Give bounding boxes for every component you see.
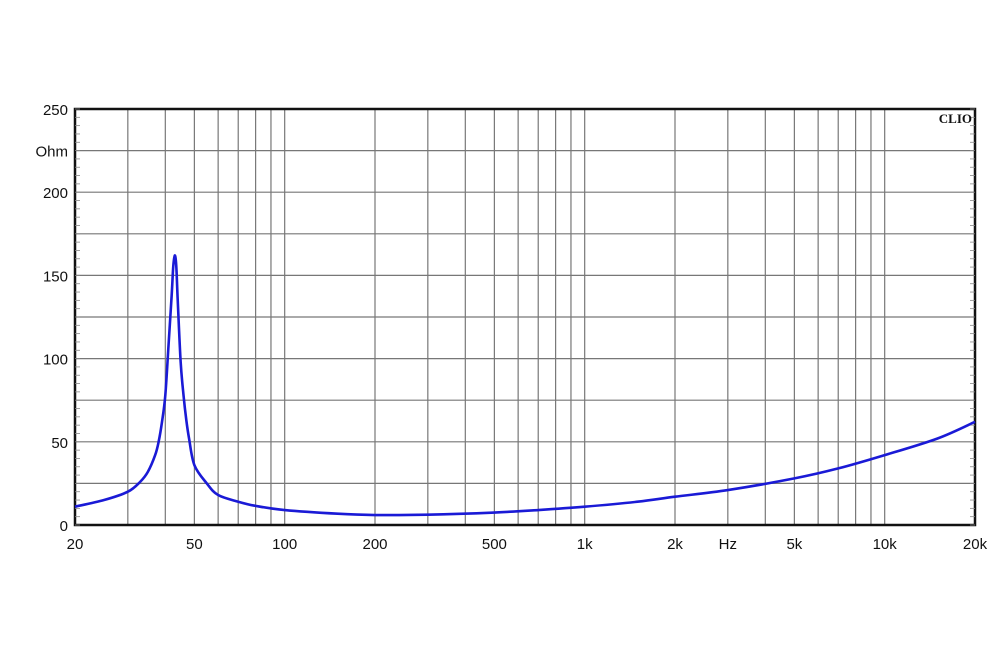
x-tick-label: 200 — [362, 536, 387, 553]
x-tick-labels: 20 50 100 200 500 1k 2k 5k 10k 20k — [67, 536, 988, 553]
x-tick-label: 1k — [577, 536, 593, 553]
clio-logo: CLIO — [939, 111, 972, 126]
x-tick-label: 20k — [963, 536, 988, 553]
minor-ticks — [75, 108, 975, 526]
x-axis-unit: Hz — [719, 536, 737, 553]
x-tick-label: 50 — [186, 536, 203, 553]
y-tick-labels: 0 50 100 150 200 250 — [43, 102, 68, 535]
x-tick-label: 10k — [873, 536, 898, 553]
y-tick-label: 100 — [43, 352, 68, 369]
x-tick-label: 2k — [667, 536, 683, 553]
grid — [75, 109, 975, 525]
y-tick-label: 150 — [43, 268, 68, 285]
y-tick-label: 200 — [43, 185, 68, 202]
x-tick-label: 20 — [67, 536, 84, 553]
x-tick-label: 500 — [482, 536, 507, 553]
x-tick-label: 5k — [786, 536, 802, 553]
impedance-curve — [74, 254, 976, 517]
y-axis-unit: Ohm — [35, 144, 68, 161]
y-tick-label: 250 — [43, 102, 68, 119]
y-tick-label: 0 — [60, 518, 68, 535]
y-tick-label: 50 — [51, 435, 68, 452]
curve-layer — [74, 254, 976, 517]
x-tick-label: 100 — [272, 536, 297, 553]
